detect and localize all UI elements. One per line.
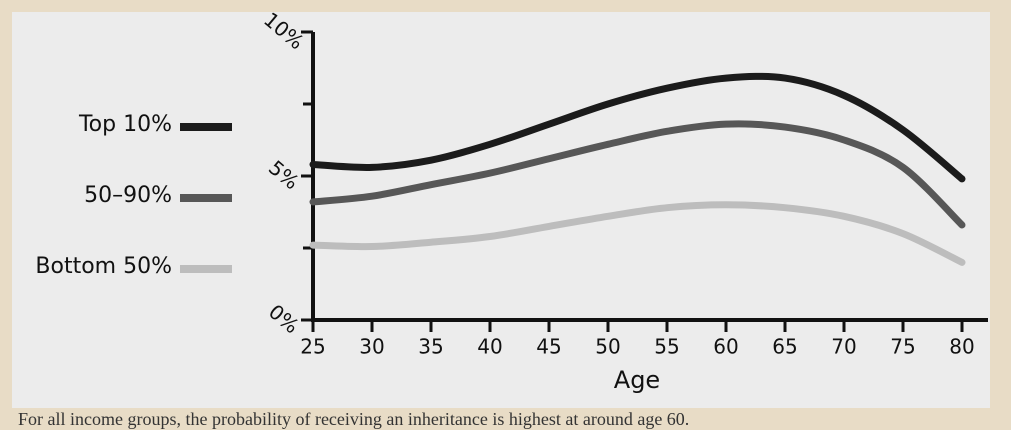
x-tick-label: 25: [300, 335, 325, 359]
x-tick-label: 50: [595, 335, 620, 359]
x-tick-label: 75: [890, 335, 915, 359]
x-tick-label: 80: [949, 335, 974, 359]
x-tick-label: 55: [654, 335, 679, 359]
x-axis-title: Age: [614, 366, 660, 394]
x-tick-label: 70: [831, 335, 856, 359]
legend-label: Bottom 50%: [35, 254, 172, 279]
caption: For all income groups, the probability o…: [18, 409, 689, 429]
x-tick-label: 30: [359, 335, 384, 359]
x-tick-label: 45: [536, 335, 561, 359]
series-line: [309, 72, 966, 183]
legend-label: Top 10%: [78, 112, 172, 137]
series-line: [309, 120, 966, 229]
legend-label: 50–90%: [84, 183, 172, 208]
x-tick-label: 35: [418, 335, 443, 359]
x-tick-label: 65: [772, 335, 797, 359]
x-tick-label: 40: [477, 335, 502, 359]
series-line: [309, 201, 966, 266]
x-tick-label: 60: [713, 335, 738, 359]
